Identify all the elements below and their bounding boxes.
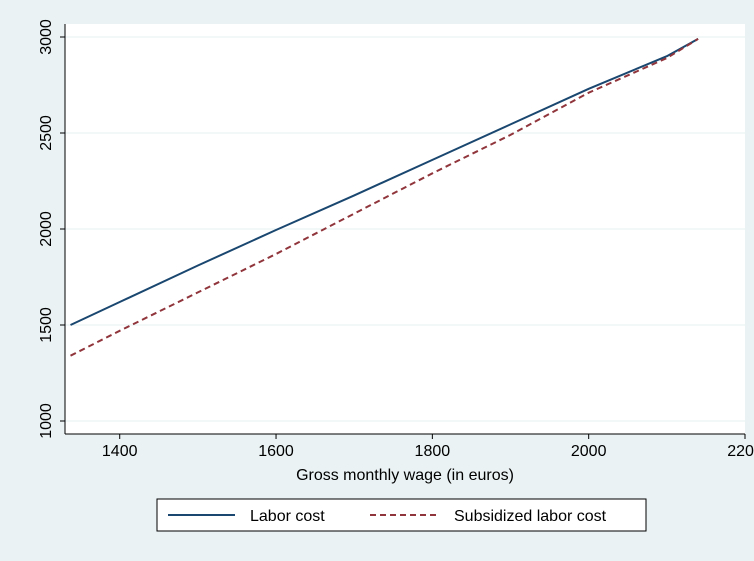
- legend: Labor cost Subsidized labor cost: [156, 498, 647, 532]
- x-axis-label: Gross monthly wage (in euros): [296, 467, 514, 484]
- x-tick-label: 1600: [258, 443, 294, 460]
- x-tick-label: 2000: [571, 443, 607, 460]
- legend-label-subsidized-labor-cost: Subsidized labor cost: [454, 508, 607, 525]
- x-tick-label: 1400: [102, 443, 138, 460]
- y-tick-label: 3000: [38, 19, 55, 55]
- y-tick-label: 1000: [38, 403, 55, 439]
- grid-lines: [65, 36, 745, 422]
- series-line-subsidized-labor-cost: [70, 38, 699, 357]
- x-tick-label: 2200: [727, 443, 754, 460]
- y-tick-label: 2000: [38, 211, 55, 247]
- ticks: 1000 1500 2000 2500 3000 1400 1600 1800 2000 2200: [38, 19, 754, 460]
- y-tick-label: 1500: [38, 307, 55, 343]
- series-lines: [70, 38, 699, 357]
- series-line-labor-cost: [70, 38, 699, 326]
- legend-label-labor-cost: Labor cost: [250, 508, 325, 525]
- x-tick-label: 1800: [415, 443, 451, 460]
- y-tick-label: 2500: [38, 115, 55, 151]
